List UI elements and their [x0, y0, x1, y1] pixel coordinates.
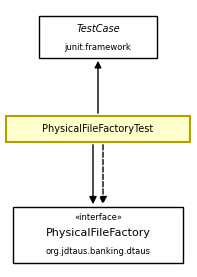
FancyBboxPatch shape: [13, 207, 183, 263]
FancyBboxPatch shape: [39, 16, 157, 58]
FancyBboxPatch shape: [6, 116, 190, 142]
Text: TestCase: TestCase: [76, 24, 120, 34]
Text: PhysicalFileFactory: PhysicalFileFactory: [46, 228, 151, 238]
Text: PhysicalFileFactoryTest: PhysicalFileFactoryTest: [42, 124, 154, 134]
Text: org.jdtaus.banking.dtaus: org.jdtaus.banking.dtaus: [46, 247, 151, 255]
Text: «interface»: «interface»: [74, 212, 122, 222]
Text: junit.framework: junit.framework: [65, 42, 131, 52]
